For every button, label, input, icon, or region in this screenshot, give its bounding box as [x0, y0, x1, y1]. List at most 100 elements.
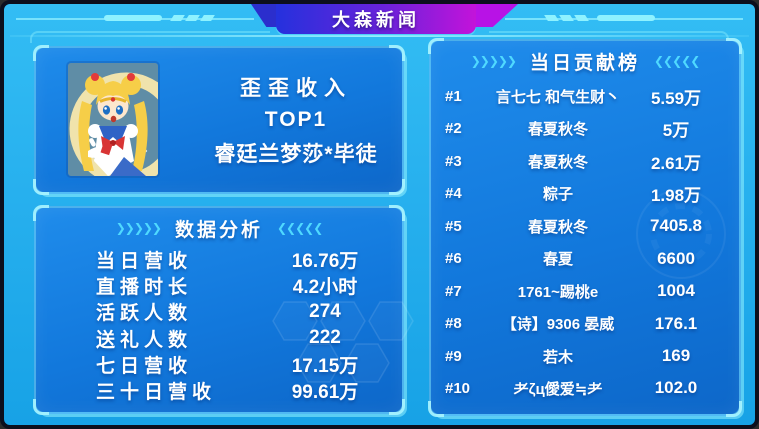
contribution-row: #5 春夏秋冬 7405.8 [445, 213, 725, 240]
stat-value: 99.61万 [291, 382, 359, 404]
decor-corner-outline-right [489, 31, 729, 43]
chevrons-left-icon: ❮❮❮❮❮ [277, 221, 323, 235]
rank-label: #4 [445, 185, 462, 203]
decor-slash [544, 15, 559, 21]
decor-slash [559, 15, 574, 21]
corner-accent [389, 179, 405, 195]
chevrons-right-icon: ❯❯❯❯❯ [470, 54, 517, 68]
contributor-name: 若木 [542, 348, 573, 366]
stat-row: 七日营收 17.15万 [36, 352, 402, 378]
corner-accent [33, 205, 49, 221]
corner-accent [726, 38, 742, 54]
decor-slash [574, 15, 589, 21]
contribution-amount: 6600 [657, 248, 695, 268]
stats-panel: ❯❯❯❯❯ 数据分析 ❮❮❮❮❮ 当日营收 16.76万 直播时长 4.2小时 … [33, 205, 405, 415]
contribution-row: #7 1761~踢桃e 1004 [445, 278, 725, 305]
income-text-block: 歪歪收入 TOP1 睿廷兰梦莎*毕徒 [186, 48, 406, 192]
contributor-name: 言七七 和气生财丶 [495, 89, 621, 106]
page-title: 大森新闻 [276, 4, 476, 34]
stat-label: 活跃人数 [96, 303, 193, 325]
stats-panel-title: 数据分析 [174, 219, 263, 241]
stat-label: 直播时长 [96, 276, 193, 298]
decor-segment-left [104, 15, 162, 21]
stat-label: 送礼人数 [96, 329, 193, 351]
rank-label: #3 [445, 152, 462, 170]
contribution-amount: 176.1 [654, 313, 698, 333]
contribution-row: #3 春夏秋冬 2.61万 [445, 148, 725, 175]
corner-accent [428, 38, 444, 54]
stat-label: 当日营收 [96, 250, 193, 272]
contribution-amount: 102.0 [654, 378, 698, 398]
rank-label: #2 [445, 120, 462, 138]
contribution-panel: ❯❯❯❯❯ 当日贡献榜 ❮❮❮❮❮ #1 言七七 和气生财丶 5.59万 #2 … [428, 38, 742, 417]
corner-accent [428, 401, 444, 417]
contribution-row: #6 春夏 6600 [445, 245, 725, 272]
contribution-row: #10 耂ζц僾爱≒耂 102.0 [445, 375, 725, 402]
contributor-name: 春夏秋冬 [527, 121, 588, 139]
contributor-name: 粽子 [542, 186, 573, 204]
contribution-row: #8 【诗】9306 晏威 176.1 [445, 310, 725, 337]
contribution-amount: 1004 [657, 281, 695, 301]
contribution-amount: 7405.8 [650, 216, 702, 236]
avatar-image [68, 63, 158, 176]
contribution-row: #1 言七七 和气生财丶 5.59万 [445, 83, 725, 110]
rank-label: #1 [445, 88, 462, 105]
contribution-amount: 5万 [662, 121, 690, 141]
stat-value: 16.76万 [291, 250, 359, 272]
rank-label: #5 [445, 217, 462, 235]
contribution-amount: 2.61万 [650, 153, 702, 173]
corner-accent [33, 45, 49, 61]
stat-value: 222 [309, 327, 341, 349]
stat-row: 三十日营收 99.61万 [36, 378, 402, 404]
contributor-name: 春夏秋冬 [527, 218, 588, 236]
rank-label: #8 [445, 315, 462, 333]
contribution-amount: 5.59万 [650, 89, 702, 108]
decor-segment-right [597, 15, 655, 21]
decor-slash [170, 15, 185, 21]
stat-label: 七日营收 [96, 356, 193, 378]
chevrons-right-icon: ❯❯❯❯❯ [115, 221, 162, 235]
contribution-panel-title: 当日贡献榜 [529, 52, 640, 74]
rank-label: #10 [445, 379, 471, 397]
rank-label: #7 [445, 282, 462, 300]
corner-accent [389, 205, 405, 221]
contribution-rows: #1 言七七 和气生财丶 5.59万 #2 春夏秋冬 5万 #3 春夏秋冬 2.… [431, 83, 739, 402]
contributor-name: 耂ζц僾爱≒耂 [513, 380, 603, 398]
chevrons-left-icon: ❮❮❮❮❮ [654, 54, 700, 68]
stats-rows: 当日营收 16.76万 直播时长 4.2小时 活跃人数 274 送礼人数 222… [36, 246, 402, 404]
stat-row: 送礼人数 222 [36, 325, 402, 351]
contributor-name: 春夏秋冬 [527, 153, 588, 171]
contribution-amount: 1.98万 [650, 186, 702, 206]
rank-label: #6 [445, 250, 462, 268]
stat-value: 274 [309, 300, 341, 322]
corner-accent [33, 399, 49, 415]
income-title: 歪歪收入 [240, 77, 352, 100]
streamer-name: 睿廷兰梦莎*毕徒 [214, 143, 378, 166]
decor-horizontal-rule [10, 35, 749, 37]
stat-row: 当日营收 16.76万 [36, 246, 402, 272]
contributor-name: 【诗】9306 晏威 [501, 316, 615, 334]
stat-label: 三十日营收 [96, 382, 217, 404]
stat-row: 直播时长 4.2小时 [36, 272, 402, 298]
stats-panel-header: ❯❯❯❯❯ 数据分析 ❮❮❮❮❮ [36, 214, 402, 242]
corner-accent [389, 399, 405, 415]
rank-label: #9 [445, 347, 462, 365]
contribution-panel-header: ❯❯❯❯❯ 当日贡献榜 ❮❮❮❮❮ [431, 47, 739, 75]
corner-accent [389, 45, 405, 61]
income-rank: TOP1 [264, 108, 328, 131]
decor-corner-outline-left [30, 31, 270, 43]
corner-accent [726, 401, 742, 417]
contribution-row: #2 春夏秋冬 5万 [445, 115, 725, 142]
contribution-row: #9 若木 169 [445, 343, 725, 370]
decor-slash [200, 15, 215, 21]
contributor-name: 春夏 [542, 251, 573, 269]
contribution-row: #4 粽子 1.98万 [445, 180, 725, 207]
decor-slash [185, 15, 200, 21]
stat-value: 4.2小时 [292, 276, 358, 298]
contributor-name: 1761~踢桃e [517, 283, 599, 301]
corner-accent [33, 179, 49, 195]
stat-row: 活跃人数 274 [36, 299, 402, 325]
stat-value: 17.15万 [291, 356, 359, 378]
contribution-amount: 169 [661, 346, 691, 365]
